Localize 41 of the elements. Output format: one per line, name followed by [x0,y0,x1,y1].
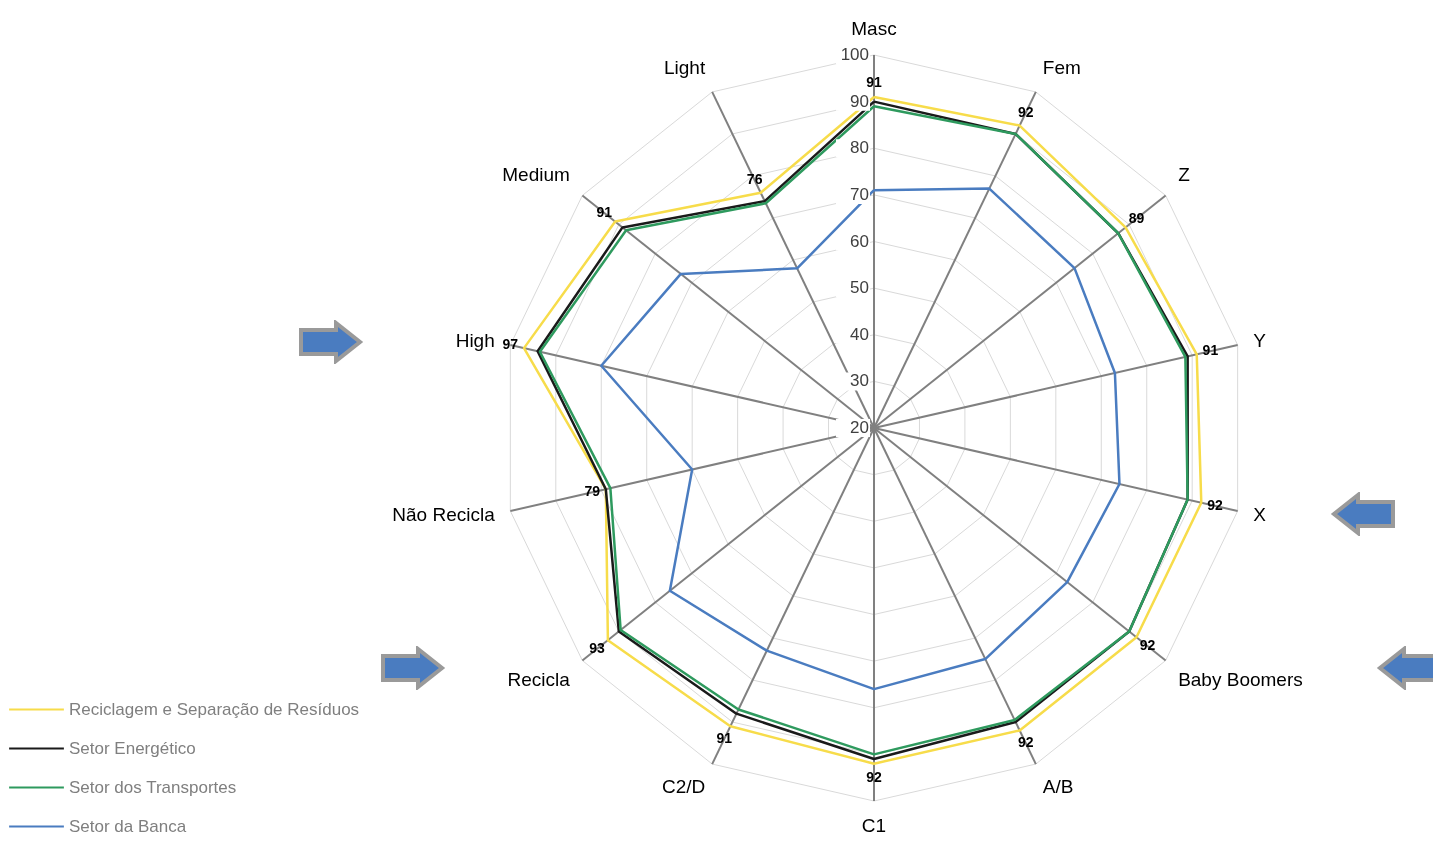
y-tick-label: 80 [850,138,869,158]
data-label: 89 [1128,209,1145,226]
data-label: 92 [1017,103,1034,120]
data-label: 92 [1207,496,1223,513]
spoke-label: Fem [1042,56,1081,78]
y-tick-label: 20 [850,418,869,437]
data-label: 92 [1139,637,1156,654]
data-label: 92 [1017,734,1034,751]
y-tick-label: 70 [850,184,869,204]
legend-label: Setor da Banca [69,816,187,836]
spoke-label: Baby Boomers [1178,668,1303,690]
y-tick-label: 90 [850,91,869,111]
data-label: 91 [716,729,733,746]
spoke-label: Z [1178,164,1191,186]
spoke-label: Recicla [507,668,571,690]
data-label: 97 [502,336,519,352]
y-tick-label: 100 [840,45,869,64]
spoke-label: Não Recicla [392,503,496,525]
spoke-label: Light [664,56,706,78]
spoke-label: Masc [851,18,897,39]
data-label: 79 [584,483,601,500]
y-tick-label: 60 [850,231,869,251]
legend-label: Setor Energético [69,738,196,758]
legend-label: Setor dos Transportes [69,777,237,797]
data-label: 91 [1202,342,1219,359]
spoke-label: A/B [1042,776,1074,798]
y-tick-label: 50 [850,278,869,298]
y-tick-label: 30 [850,371,869,391]
spoke-label: Medium [502,164,570,186]
data-label: 92 [866,768,882,785]
spoke-label: High [455,330,495,352]
spoke-label: Y [1253,330,1267,352]
data-label: 93 [589,639,605,656]
spoke-label: C2/D [661,776,706,798]
spoke-label: X [1253,503,1267,525]
legend-label: Reciclagem e Separação de Resíduos [69,699,360,719]
spoke-label: C1 [861,815,887,836]
data-label: 91 [866,73,882,90]
data-label: 76 [746,171,763,188]
data-label: 91 [596,203,613,220]
y-tick-label: 40 [850,324,869,344]
